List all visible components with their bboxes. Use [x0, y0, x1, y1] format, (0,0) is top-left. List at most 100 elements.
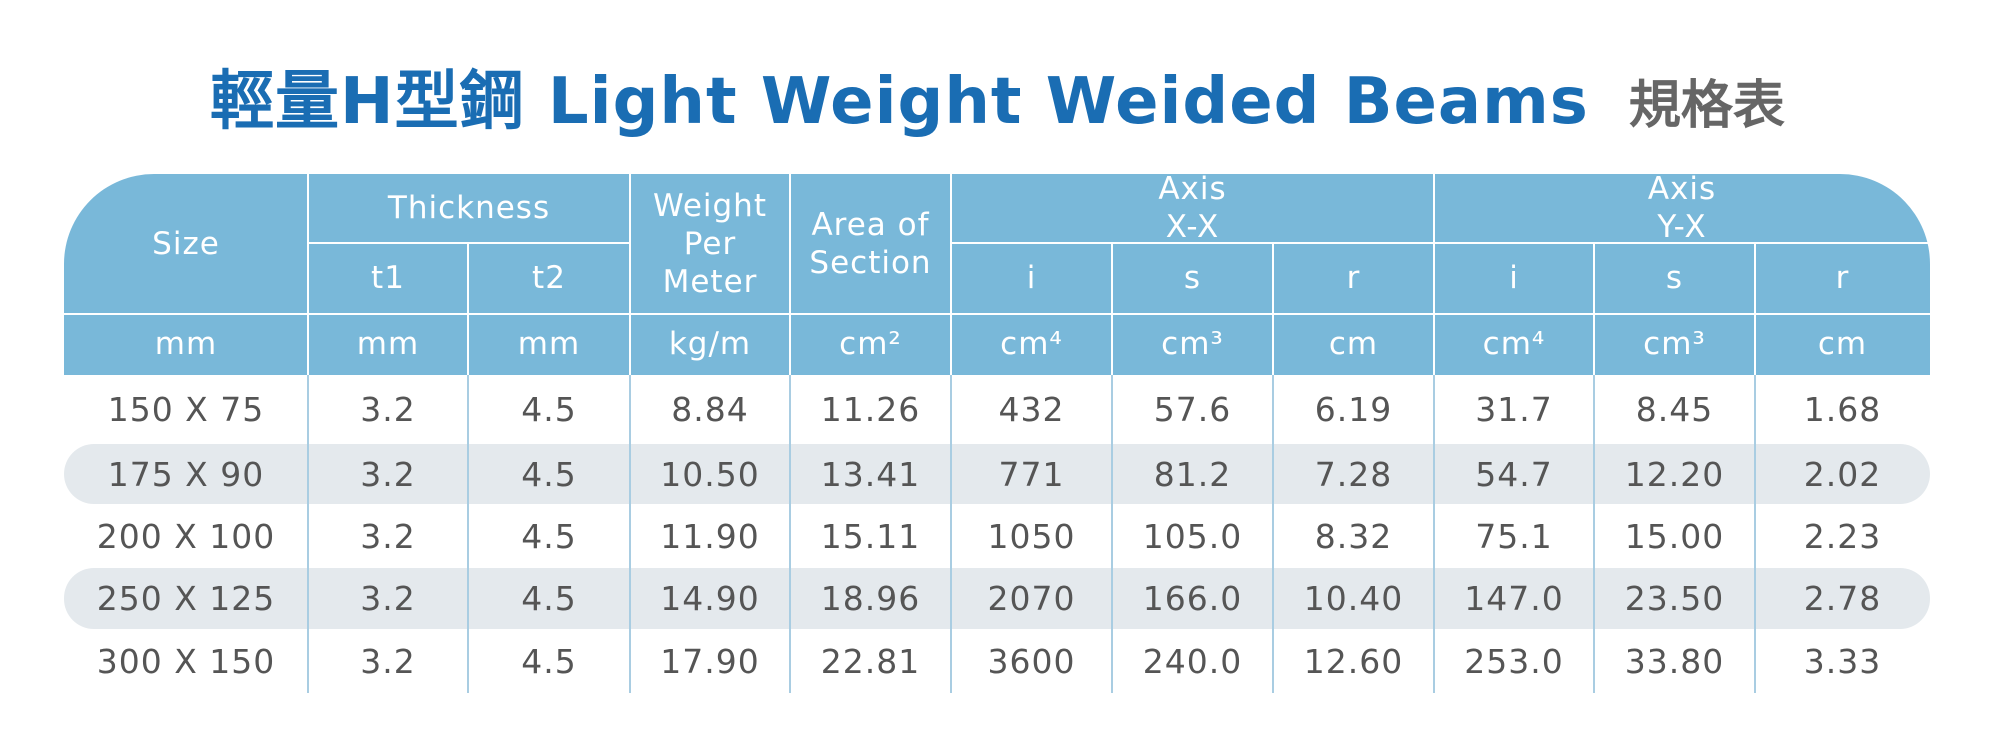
data-cell: 23.50 [1594, 567, 1755, 630]
header-line [951, 242, 1930, 244]
cell-text: 166.0 [1142, 579, 1243, 618]
data-cell: 17.90 [630, 630, 790, 693]
data-cell: 200 X 100 [64, 505, 308, 567]
cell-text: 33.80 [1624, 642, 1725, 681]
data-cell: 1.68 [1755, 375, 1930, 443]
cell-text: 253.0 [1464, 642, 1564, 681]
data-cell: 12.20 [1594, 443, 1755, 505]
cell-text: 57.6 [1153, 389, 1232, 429]
cell-text: 14.90 [660, 579, 760, 618]
data-cell: 10.50 [630, 443, 790, 505]
cell-text: Area of Section [809, 206, 932, 281]
header-cell: i [951, 242, 1112, 313]
column-divider [1111, 375, 1113, 693]
data-cell: 147.0 [1434, 567, 1594, 630]
unit-cell: cm⁴ [1434, 313, 1594, 375]
data-cell: 3600 [951, 630, 1112, 693]
header-cell: Size [64, 174, 308, 313]
header-cell: s [1594, 242, 1755, 313]
data-cell: 12.60 [1273, 630, 1434, 693]
data-cell: 11.26 [790, 375, 951, 443]
header-line [308, 242, 630, 244]
column-divider [1272, 375, 1274, 693]
cell-text: 150 X 75 [107, 389, 265, 429]
column-divider [1433, 375, 1435, 693]
cell-text: mm [154, 326, 218, 362]
cell-text: 3.2 [360, 389, 416, 429]
unit-cell: mm [468, 313, 630, 375]
cell-text: s [1183, 259, 1202, 296]
cell-text: 1.68 [1803, 389, 1882, 429]
cell-text: 12.20 [1624, 454, 1725, 494]
header-divider [950, 174, 952, 375]
cell-text: 175 X 90 [107, 454, 265, 494]
header-cell: Axis X-X [951, 171, 1434, 245]
data-cell: 14.90 [630, 567, 790, 630]
row-stripe [64, 444, 1930, 504]
cell-text: Size [152, 225, 220, 262]
cell-text: 2.78 [1803, 579, 1882, 618]
cell-text: 22.81 [820, 642, 921, 681]
header-cell: s [1112, 242, 1273, 313]
cell-text: 2.02 [1803, 454, 1882, 494]
data-cell: 250 X 125 [64, 567, 308, 630]
cell-text: i [1509, 259, 1519, 296]
unit-cell: mm [308, 313, 468, 375]
data-cell: 11.90 [630, 505, 790, 567]
data-cell: 15.11 [790, 505, 951, 567]
unit-cell: cm⁴ [951, 313, 1112, 375]
cell-text: 4.5 [521, 454, 577, 494]
header-cell: t2 [468, 242, 630, 313]
data-cell: 57.6 [1112, 375, 1273, 443]
data-cell: 4.5 [468, 443, 630, 505]
cell-text: 8.45 [1635, 389, 1714, 429]
title: 輕量H型鋼 Light Weight Weided Beams 規格表 [0, 50, 1995, 142]
title-main: 輕量H型鋼 Light Weight Weided Beams [210, 65, 1589, 139]
cell-text: Axis X-X [1158, 171, 1227, 245]
data-cell: 18.96 [790, 567, 951, 630]
cell-text: 3.2 [360, 642, 416, 681]
cell-text: 147.0 [1464, 579, 1564, 618]
cell-text: 240.0 [1142, 642, 1243, 681]
cell-text: cm [1328, 326, 1379, 362]
data-cell: 3.2 [308, 630, 468, 693]
data-cell: 253.0 [1434, 630, 1594, 693]
data-cell: 4.5 [468, 375, 630, 443]
cell-text: 17.90 [660, 642, 760, 681]
cell-text: 6.19 [1314, 389, 1393, 429]
cell-text: Weight Per Meter [652, 187, 767, 300]
cell-text: i [1026, 259, 1037, 296]
header-line [64, 313, 1930, 315]
data-cell: 166.0 [1112, 567, 1273, 630]
column-divider [307, 375, 309, 693]
cell-text: 7.28 [1314, 454, 1393, 494]
cell-text: mm [517, 326, 581, 362]
cell-text: t2 [532, 259, 566, 296]
data-cell: 6.19 [1273, 375, 1434, 443]
cell-text: 15.11 [820, 516, 921, 556]
header-divider [1433, 174, 1435, 375]
cell-text: 250 X 125 [96, 579, 276, 618]
header-divider [629, 174, 631, 375]
cell-text: 300 X 150 [96, 642, 276, 681]
data-cell: 15.00 [1594, 505, 1755, 567]
header-cell: Thickness [308, 174, 630, 242]
cell-text: 105.0 [1142, 516, 1243, 556]
unit-cell: cm [1755, 313, 1930, 375]
data-cell: 81.2 [1112, 443, 1273, 505]
column-divider [467, 375, 469, 693]
cell-text: 2.23 [1803, 516, 1882, 556]
data-cell: 3.2 [308, 375, 468, 443]
cell-text: mm [356, 326, 420, 362]
data-cell: 300 X 150 [64, 630, 308, 693]
header-divider [1754, 242, 1756, 375]
header-cell: r [1755, 242, 1930, 313]
cell-text: 23.50 [1624, 579, 1725, 618]
header-divider [467, 242, 469, 375]
cell-text: 4.5 [521, 516, 577, 556]
column-divider [1593, 375, 1595, 693]
cell-text: cm⁴ [1000, 326, 1063, 362]
column-divider [1754, 375, 1756, 693]
unit-cell: cm³ [1594, 313, 1755, 375]
